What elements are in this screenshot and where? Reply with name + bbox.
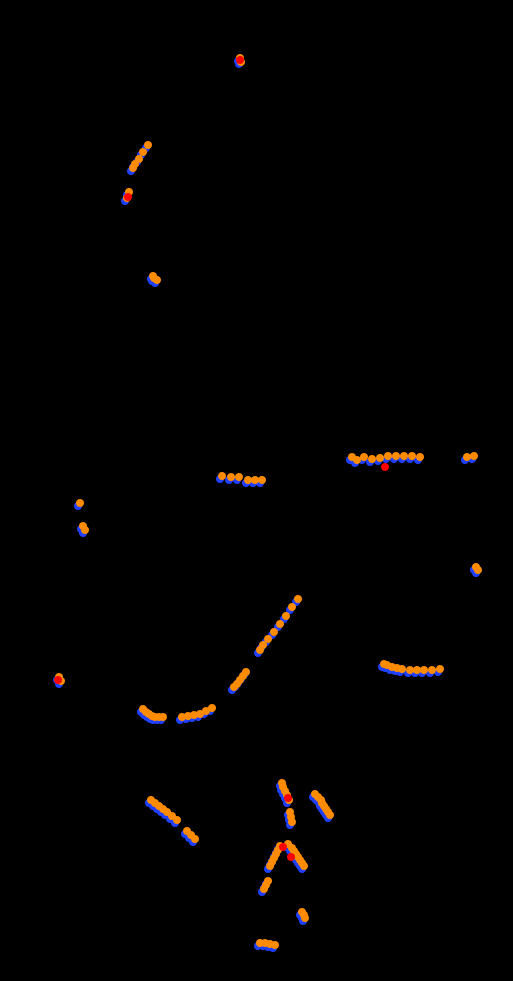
point bbox=[76, 499, 84, 507]
point bbox=[392, 452, 400, 460]
point bbox=[288, 818, 296, 826]
point bbox=[282, 612, 290, 620]
point bbox=[284, 794, 292, 802]
point bbox=[139, 148, 147, 156]
point bbox=[300, 862, 308, 870]
point bbox=[276, 620, 284, 628]
point bbox=[381, 463, 389, 471]
point bbox=[208, 704, 216, 712]
point bbox=[124, 193, 132, 201]
point bbox=[400, 452, 408, 460]
point bbox=[159, 713, 167, 721]
point bbox=[406, 666, 414, 674]
point bbox=[413, 666, 421, 674]
point bbox=[54, 676, 62, 684]
point bbox=[384, 452, 392, 460]
point bbox=[474, 566, 482, 574]
point bbox=[227, 473, 235, 481]
point bbox=[353, 456, 361, 464]
point bbox=[436, 665, 444, 673]
point bbox=[264, 635, 272, 643]
point bbox=[235, 473, 243, 481]
point bbox=[288, 603, 296, 611]
point bbox=[144, 141, 152, 149]
point bbox=[287, 853, 295, 861]
point bbox=[279, 843, 287, 851]
point bbox=[428, 666, 436, 674]
point bbox=[294, 595, 302, 603]
point bbox=[173, 816, 181, 824]
point bbox=[258, 476, 266, 484]
point bbox=[260, 885, 268, 893]
point bbox=[408, 452, 416, 460]
point bbox=[251, 476, 259, 484]
point bbox=[135, 155, 143, 163]
point bbox=[463, 453, 471, 461]
point bbox=[218, 472, 226, 480]
point bbox=[153, 276, 161, 284]
plot-background bbox=[0, 0, 513, 981]
point bbox=[368, 455, 376, 463]
point bbox=[242, 668, 250, 676]
point bbox=[420, 666, 428, 674]
point bbox=[191, 835, 199, 843]
point bbox=[416, 453, 424, 461]
point bbox=[244, 476, 252, 484]
point bbox=[301, 914, 309, 922]
point bbox=[376, 454, 384, 462]
point bbox=[470, 452, 478, 460]
point bbox=[236, 56, 244, 64]
point bbox=[271, 941, 279, 949]
point bbox=[326, 811, 334, 819]
point bbox=[360, 453, 368, 461]
point bbox=[266, 862, 274, 870]
scatter-plot bbox=[0, 0, 513, 981]
point bbox=[398, 665, 406, 673]
point bbox=[81, 526, 89, 534]
point bbox=[270, 628, 278, 636]
